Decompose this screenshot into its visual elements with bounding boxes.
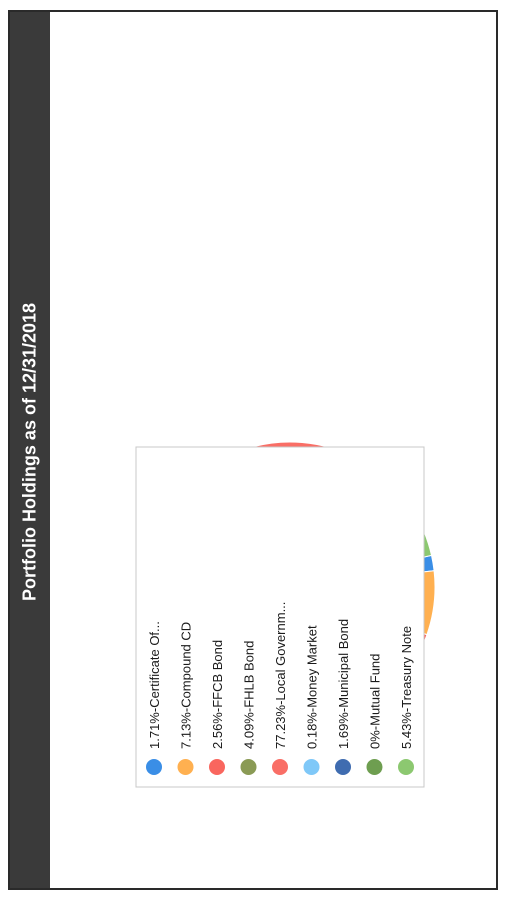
legend-label: 2.56%-FFCB Bond bbox=[210, 640, 225, 749]
legend-marker bbox=[209, 759, 225, 775]
legend-label: 4.09%-FHLB Bond bbox=[242, 641, 257, 749]
legend-item: 1.69%-Municipal Bond bbox=[335, 619, 351, 775]
legend-label: 1.69%-Municipal Bond bbox=[336, 619, 351, 749]
legend-item: 0%-Mutual Fund bbox=[366, 654, 383, 775]
legend: 1.71%-Certificate Of... 7.13%-Compound CD… bbox=[135, 446, 425, 788]
legend-label: 5.43%-Treasury Note bbox=[399, 626, 414, 749]
legend-label: 77.23%-Local Governm... bbox=[273, 602, 288, 749]
legend-label: 0.18%-Money Market bbox=[305, 625, 320, 749]
legend-item: 1.71%-Certificate Of... bbox=[146, 621, 162, 775]
legend-marker bbox=[146, 759, 162, 775]
legend-item: 7.13%-Compound CD bbox=[177, 622, 194, 775]
legend-marker bbox=[335, 759, 351, 775]
legend-box bbox=[135, 446, 425, 788]
legend-item: 2.56%-FFCB Bond bbox=[209, 640, 225, 775]
legend-marker bbox=[177, 759, 194, 775]
pie-chart: 1.71%-Certificate Of... 7.13%-Compound CD… bbox=[135, 441, 436, 788]
legend-label: 0%-Mutual Fund bbox=[368, 654, 383, 749]
legend-item: 4.09%-FHLB Bond bbox=[240, 641, 257, 775]
legend-marker bbox=[240, 759, 257, 775]
legend-label: 1.71%-Certificate Of... bbox=[147, 621, 162, 749]
legend-marker bbox=[366, 759, 383, 775]
legend-item: 5.43%-Treasury Note bbox=[398, 626, 414, 775]
legend-item: 0.18%-Money Market bbox=[303, 625, 320, 775]
legend-marker bbox=[303, 759, 320, 775]
legend-marker bbox=[398, 759, 414, 775]
chart-frame: Portfolio Holdings as of 12/31/2018 1.71… bbox=[8, 10, 498, 890]
chart-title: Portfolio Holdings as of 12/31/2018 bbox=[19, 302, 40, 602]
legend-label: 7.13%-Compound CD bbox=[179, 622, 194, 749]
legend-marker bbox=[272, 759, 288, 775]
legend-item: 77.23%-Local Governm... bbox=[272, 602, 288, 775]
title-bar: Portfolio Holdings as of 12/31/2018 bbox=[10, 12, 50, 888]
